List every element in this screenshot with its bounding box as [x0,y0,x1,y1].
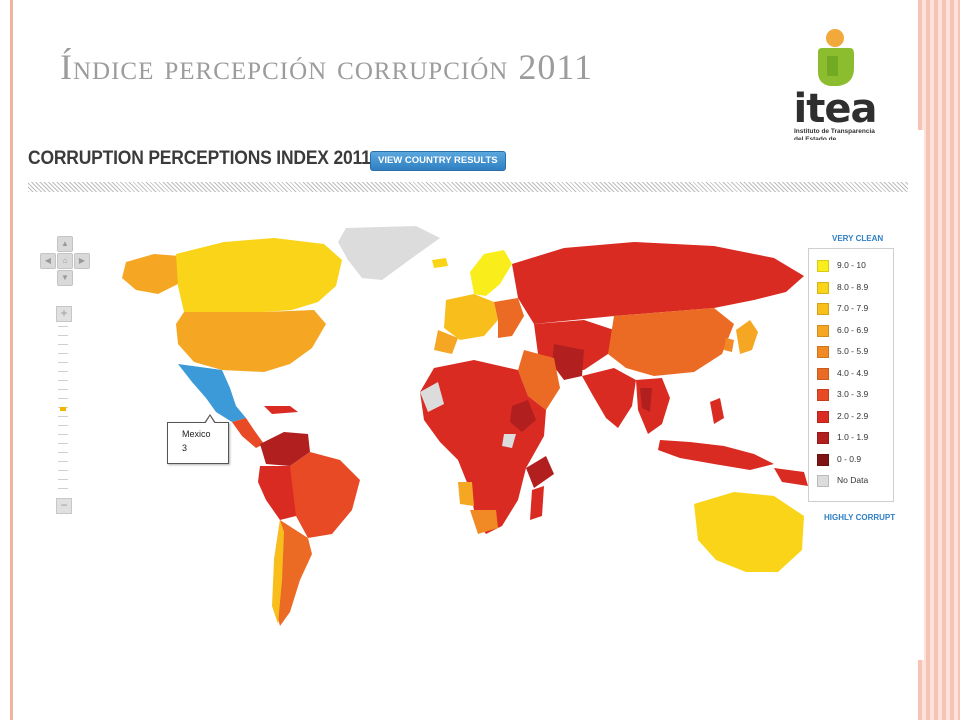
africa-region[interactable] [420,360,546,534]
chile-region[interactable] [272,520,284,624]
iberia-region[interactable] [434,330,458,354]
home-icon[interactable]: ⌂ [57,253,73,269]
legend-swatch [817,475,829,487]
papua-new-guinea-region[interactable] [774,468,808,486]
itea-logo: itea Instituto de Transparencia del Esta… [786,28,884,150]
title-divider [28,182,908,192]
left-decor-rule [10,0,13,720]
legend-swatch [817,303,829,315]
right-decor-gap [916,130,924,660]
botswana-region[interactable] [458,482,474,506]
australia-region[interactable] [694,492,804,572]
callout-country-name: Mexico [182,429,211,439]
callout-country-score: 3 [182,443,188,453]
myanmar-region[interactable] [640,388,652,412]
pan-down-icon[interactable]: ▼ [57,270,73,286]
cpi-map-panel: CORRUPTION PERCEPTIONS INDEX 2011 VIEW C… [24,140,908,660]
legend-label: 1.0 - 1.9 [837,432,869,442]
alaska-region[interactable] [122,254,180,294]
somalia-region[interactable] [526,456,554,488]
russia-region[interactable] [512,242,804,324]
madagascar-region[interactable] [530,486,544,520]
itea-logo-word: itea [793,86,878,132]
legend-label: 6.0 - 6.9 [837,324,869,335]
legend-swatch [817,281,829,294]
map-title: CORRUPTION PERCEPTIONS INDEX 2011 [28,148,371,169]
legend-swatch [817,453,829,466]
legend-top-label: VERY CLEAN [832,234,884,243]
china-region[interactable] [608,308,734,376]
right-decor-stripes [918,0,960,720]
legend-label: 7.0 - 7.9 [837,303,869,313]
korea-region[interactable] [724,338,734,352]
andean-region[interactable] [258,466,296,520]
arabia-region[interactable] [518,350,560,410]
legend-swatch [817,389,829,401]
south-sudan-region[interactable] [502,434,516,448]
india-region[interactable] [582,368,636,428]
legend-label: 0 - 0.9 [837,453,862,464]
legend-swatch [817,346,829,358]
greenland-region[interactable] [338,226,440,280]
zoom-out-button[interactable]: − [56,498,72,514]
legend-swatch [817,260,829,272]
slide-title: Índice percepción corrupción 2011 [60,47,593,87]
legend-swatch [817,432,829,444]
country-callout: Mexico 3 [167,414,229,464]
map-pan-control: ▲ ◀ ⌂ ▶ ▼ [40,236,90,286]
legend-bottom-label: HIGHLY CORRUPT [824,513,896,522]
view-country-results-button[interactable]: VIEW COUNTRY RESULTS [370,151,506,171]
legend-label: 9.0 - 10 [837,260,866,270]
western-sahara-region[interactable] [420,382,444,412]
iran-afghanistan-region[interactable] [552,344,584,380]
central-america-region[interactable] [232,418,264,448]
legend-label: 8.0 - 8.9 [837,281,869,292]
usa-region[interactable] [176,310,326,372]
legend-swatch [817,367,829,380]
eastern-europe-region[interactable] [494,298,524,338]
mexico-region[interactable] [178,364,246,422]
legend-swatch [817,324,829,337]
western-europe-region[interactable] [444,294,498,340]
indonesia-region[interactable] [658,440,774,470]
zoom-slider-handle[interactable] [60,407,66,411]
iceland-region[interactable] [432,258,448,268]
caribbean-region[interactable] [264,406,298,414]
legend-label: 5.0 - 5.9 [837,346,869,356]
northern-south-america-region[interactable] [260,432,310,466]
legend-label: 4.0 - 4.9 [837,367,869,378]
southeast-asia-region[interactable] [636,378,670,434]
callout-pointer-fill [205,416,215,424]
pan-right-icon[interactable]: ▶ [74,253,90,269]
legend-swatch [817,410,829,423]
world-map [122,226,808,626]
legend-label: 2.0 - 2.9 [837,410,869,421]
pan-up-icon[interactable]: ▲ [57,236,73,252]
itea-logo-mark [818,29,854,86]
philippines-region[interactable] [710,398,724,424]
southern-africa-region[interactable] [470,510,498,534]
legend-label: 3.0 - 3.9 [837,389,869,399]
legend-box: 9.0 - 10 8.0 - 8.9 7.0 - 7.9 6.0 - 6.9 5.0 -… [808,248,894,502]
pan-left-icon[interactable]: ◀ [40,253,56,269]
scandinavia-region[interactable] [470,250,512,296]
canada-region[interactable] [176,238,342,312]
legend-label: No Data [837,475,869,485]
japan-region[interactable] [736,320,758,354]
zoom-in-button[interactable]: + [56,306,72,322]
southern-cone-region[interactable] [274,520,312,626]
sudan-region[interactable] [510,400,536,432]
brazil-region[interactable] [284,452,360,538]
